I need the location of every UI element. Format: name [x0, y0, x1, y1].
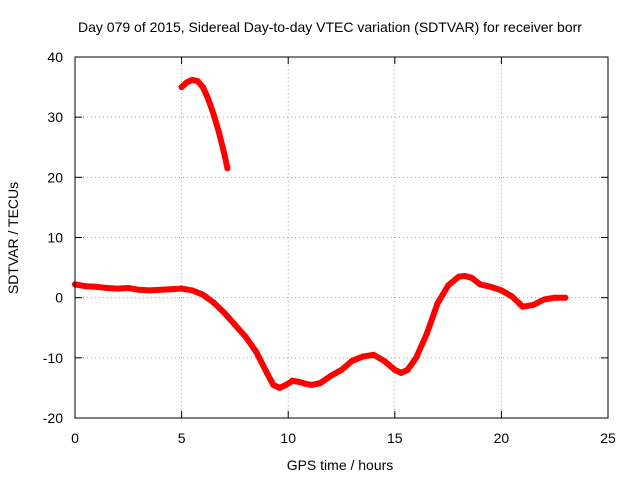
y-axis-label: SDTVAR / TECUs	[5, 182, 21, 294]
data-point	[541, 296, 548, 303]
data-point	[530, 301, 537, 308]
data-point	[183, 79, 190, 86]
y-tick-label: 20	[47, 169, 63, 185]
data-point	[199, 84, 206, 91]
series-layer	[72, 76, 569, 391]
data-point	[462, 273, 469, 280]
data-point	[295, 378, 302, 385]
data-point	[263, 369, 270, 376]
data-point	[487, 283, 494, 290]
data-point	[135, 286, 142, 293]
data-point	[562, 294, 569, 301]
data-point	[308, 381, 315, 388]
data-point	[370, 351, 377, 358]
y-tick-label: -10	[43, 350, 63, 366]
x-axis-label: GPS time / hours	[287, 457, 394, 473]
data-point	[189, 76, 196, 83]
data-point	[519, 303, 526, 310]
series-line-sdtvar-main	[72, 273, 569, 391]
grid-layer	[75, 57, 608, 418]
data-point	[231, 321, 238, 328]
data-point	[289, 377, 296, 384]
data-point	[423, 330, 430, 337]
data-point	[498, 287, 505, 294]
chart-title: Day 079 of 2015, Sidereal Day-to-day VTE…	[78, 19, 582, 35]
data-point	[404, 366, 411, 373]
plot-frame	[74, 56, 609, 419]
data-point	[103, 285, 110, 292]
data-point	[224, 165, 231, 172]
data-point	[381, 357, 388, 364]
y-tick-label: 0	[55, 290, 63, 306]
series-line-sdtvar-offset-segment	[178, 76, 231, 172]
data-point	[221, 150, 228, 157]
y-tick-label: 10	[47, 230, 63, 246]
data-point	[283, 381, 290, 388]
data-point	[391, 366, 398, 373]
data-point	[434, 300, 441, 307]
data-point	[178, 84, 185, 91]
data-point	[253, 348, 260, 355]
data-point	[146, 287, 153, 294]
data-point	[93, 283, 100, 290]
data-point	[157, 286, 164, 293]
data-point	[189, 287, 196, 294]
data-point	[210, 299, 217, 306]
data-point	[114, 285, 121, 292]
data-point	[359, 353, 366, 360]
x-tick-label: 20	[494, 430, 510, 446]
data-point	[221, 309, 228, 316]
data-point	[468, 274, 475, 281]
data-point	[551, 294, 558, 301]
data-point	[199, 291, 206, 298]
data-point	[338, 366, 345, 373]
data-point	[215, 129, 222, 136]
data-point	[317, 380, 324, 387]
y-tick-label: -20	[43, 410, 63, 426]
data-point	[178, 285, 185, 292]
data-point	[276, 384, 283, 391]
data-point	[477, 281, 484, 288]
data-point	[349, 357, 356, 364]
y-tick-label: 30	[47, 109, 63, 125]
x-tick-label: 10	[280, 430, 296, 446]
x-tick-label: 0	[71, 430, 79, 446]
data-point	[167, 286, 174, 293]
data-point	[455, 273, 462, 280]
x-tick-label: 15	[387, 430, 403, 446]
tick-layer: 0 5 10 15 20 25 -20 -10 0 10 20 30 40	[43, 49, 616, 446]
data-point	[194, 78, 201, 85]
data-point	[413, 354, 420, 361]
x-tick-label: 25	[600, 430, 616, 446]
data-point	[210, 111, 217, 118]
x-tick-label: 5	[178, 430, 186, 446]
data-point	[270, 381, 277, 388]
y-tick-label: 40	[47, 49, 63, 65]
data-point	[509, 293, 516, 300]
data-point	[82, 283, 89, 290]
data-point	[445, 282, 452, 289]
data-point	[242, 333, 249, 340]
data-point	[125, 285, 132, 292]
data-point	[302, 380, 309, 387]
data-point	[205, 96, 212, 103]
data-point	[398, 369, 405, 376]
data-point	[327, 372, 334, 379]
